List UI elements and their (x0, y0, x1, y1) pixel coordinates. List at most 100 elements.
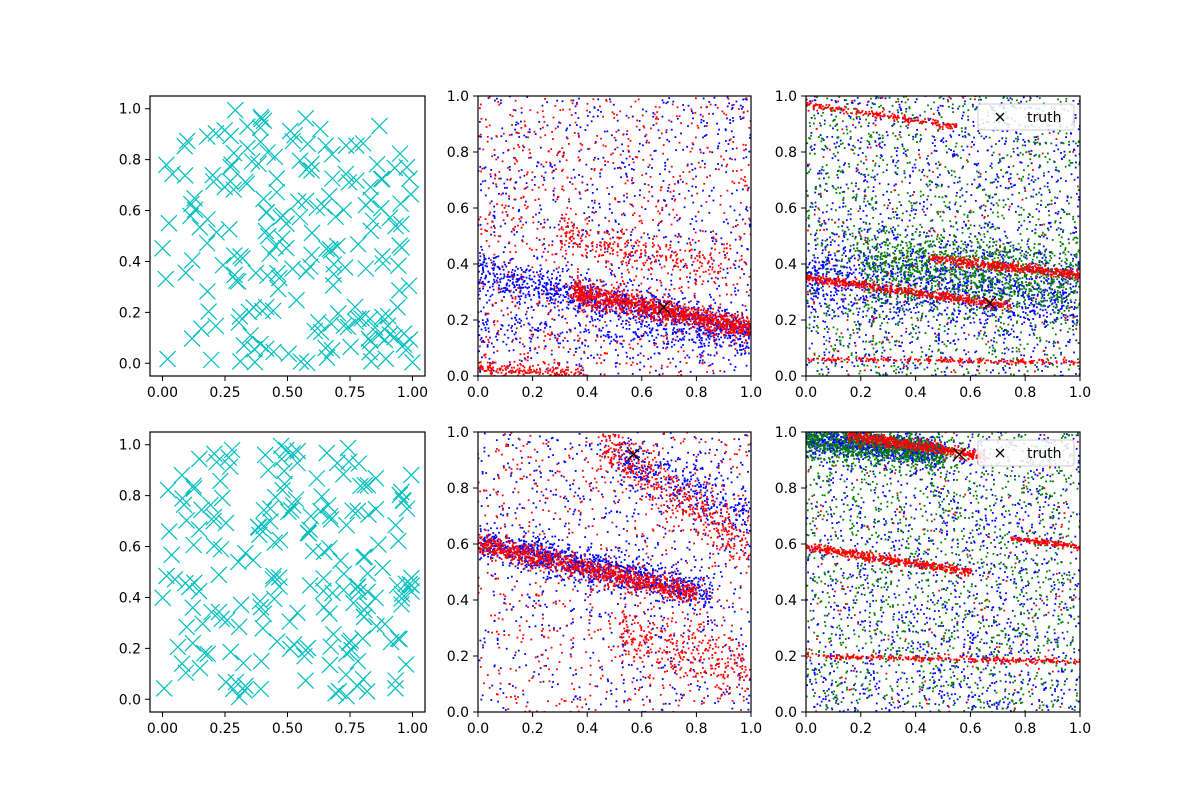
data-point (587, 268, 590, 271)
data-point (513, 272, 516, 275)
data-point (722, 158, 725, 161)
data-point (722, 220, 725, 223)
data-point (551, 130, 554, 133)
data-point (492, 366, 495, 369)
data-point (664, 161, 666, 164)
data-point (506, 289, 509, 291)
data-point (709, 306, 712, 308)
data-point (573, 176, 576, 179)
data-point (537, 327, 539, 329)
data-point (676, 304, 679, 307)
data-point (604, 335, 607, 338)
data-point (482, 280, 484, 283)
data-point (652, 238, 654, 240)
data-point (589, 285, 592, 288)
data-point (478, 169, 480, 172)
data-point (567, 217, 570, 220)
y-tick-label: 0.0 (119, 356, 141, 372)
data-point (652, 308, 655, 311)
x-marker-point (323, 342, 341, 359)
data-point (570, 378, 572, 380)
data-point (602, 293, 605, 295)
data-point (493, 234, 496, 237)
data-point (556, 286, 559, 289)
data-point (699, 261, 701, 264)
data-point (679, 310, 682, 313)
data-point (604, 246, 607, 249)
x-marker-point (186, 189, 203, 207)
data-point (552, 189, 555, 192)
data-point (518, 341, 521, 344)
data-point (605, 283, 607, 286)
data-point (1070, 301, 1073, 303)
data-point (517, 287, 520, 289)
data-point (540, 268, 543, 270)
data-point (541, 255, 544, 258)
data-point (649, 175, 652, 178)
data-point (624, 242, 627, 245)
data-point (600, 168, 603, 171)
data-point (584, 328, 587, 331)
data-point (621, 293, 624, 296)
data-point (927, 271, 930, 273)
data-point (478, 135, 480, 138)
data-point (740, 332, 742, 335)
data-point (639, 297, 642, 300)
data-point (642, 125, 645, 127)
data-point (650, 306, 653, 309)
data-point (485, 294, 488, 297)
data-point (737, 326, 740, 328)
x-marker-point (226, 266, 244, 284)
data-point (543, 282, 546, 285)
data-point (659, 248, 662, 250)
data-point (547, 313, 550, 316)
data-point (626, 130, 629, 132)
data-point (525, 371, 528, 374)
data-point (665, 312, 668, 315)
data-point (647, 306, 649, 309)
data-point (626, 264, 628, 267)
data-point (701, 339, 703, 342)
data-point (719, 328, 721, 331)
data-point (479, 133, 482, 136)
data-point (514, 295, 517, 298)
data-point (655, 122, 658, 125)
data-point (493, 231, 496, 234)
data-point (745, 339, 748, 342)
data-point (565, 293, 568, 296)
data-point (728, 318, 731, 321)
data-point (574, 371, 577, 374)
data-point (575, 364, 578, 366)
data-point (603, 284, 605, 287)
data-point (638, 194, 641, 197)
x-tick-label: 1.00 (397, 385, 428, 401)
data-point (553, 334, 556, 337)
data-point (565, 239, 568, 242)
data-point (587, 286, 589, 289)
data-point (661, 209, 664, 211)
data-point (482, 253, 485, 255)
data-point (598, 315, 601, 318)
data-point (668, 295, 671, 297)
data-point (646, 311, 649, 314)
data-point (689, 272, 692, 275)
data-point (561, 368, 564, 371)
data-point (528, 336, 531, 339)
data-point (665, 102, 668, 105)
data-point (654, 149, 657, 152)
data-point (520, 111, 523, 114)
data-point (632, 181, 635, 184)
data-point (676, 307, 678, 310)
data-point (718, 307, 721, 310)
data-point (620, 302, 623, 305)
data-point (732, 170, 735, 172)
data-point (696, 269, 698, 272)
data-point (741, 218, 744, 221)
data-point (506, 283, 508, 285)
data-point (658, 137, 661, 139)
x-marker-point (246, 353, 264, 371)
data-point (610, 340, 613, 343)
x-marker-point (374, 255, 392, 272)
data-point (503, 206, 506, 209)
data-point (492, 346, 495, 348)
